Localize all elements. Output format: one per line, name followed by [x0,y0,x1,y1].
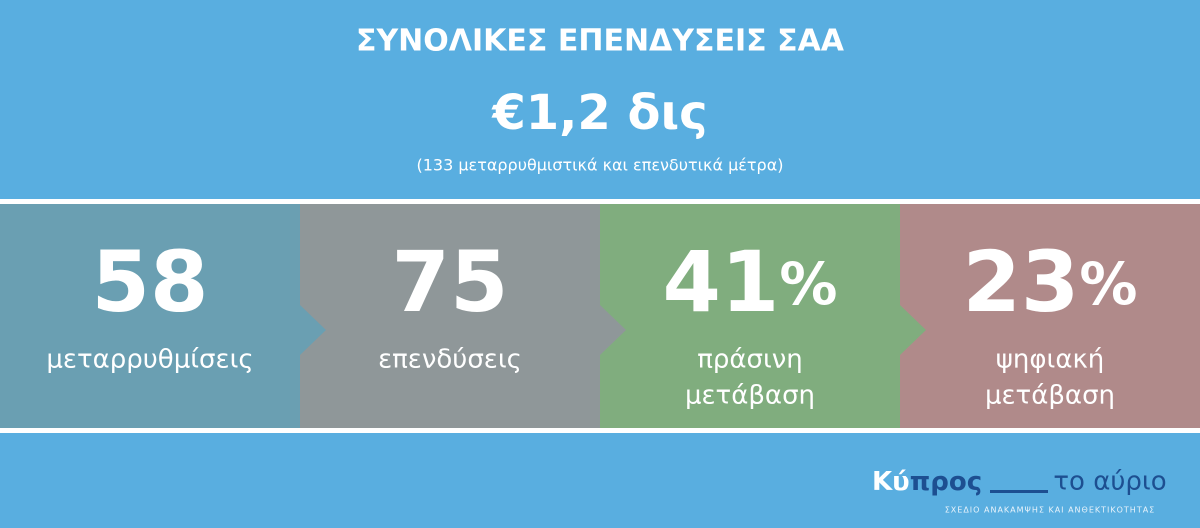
panel-value: 58 [92,233,209,331]
logo-line [990,490,1048,493]
panel [0,204,326,428]
divider [0,428,1200,433]
panel-value: 23% [962,233,1137,331]
divider [0,199,1200,204]
value-number: 58 [92,233,209,331]
logo-part: Κύ [872,467,910,497]
panel [300,204,626,428]
value-unit: % [1079,250,1137,318]
panel [600,204,926,428]
logo-part: το αύριο [1053,467,1166,497]
value-unit: % [779,250,837,318]
panel-label: μεταρρυθμίσεις [46,345,253,375]
subtitle: (133 μεταρρυθμιστικά και επενδυτικά μέτρ… [417,156,784,175]
panel-label: ψηφιακή [996,345,1105,375]
amount: €1,2 δις [491,85,707,141]
panel-label: πράσινη [697,345,803,375]
logo-tagline: ΣΧΕΔΙΟ ΑΝΑΚΑΜΨΗΣ ΚΑΙ ΑΝΘΕΚΤΙΚΟΤΗΤΑΣ [945,506,1156,515]
panels: 58 μεταρρυθμίσεις 75 επενδύσεις 41% πράσινη με… [0,204,1200,428]
panel-label: μετάβαση [685,381,815,411]
value-number: 75 [392,233,509,331]
value-number: 41 [662,233,779,331]
value-number: 23 [962,233,1079,331]
panel [900,204,1200,428]
panel-label: μετάβαση [985,381,1115,411]
panel-label: επενδύσεις [378,345,522,375]
logo-part: Κύπρος [872,467,982,497]
panel-value: 41% [662,233,837,331]
logo: Κύπρος το αύριο ΣΧΕΔΙΟ ΑΝΑΚΑΜΨΗΣ ΚΑΙ ΑΝΘ… [872,467,1167,515]
title: ΣΥΝΟΛΙΚΕΣ ΕΠΕΝΔΥΣΕΙΣ ΣΑΑ [356,24,845,59]
panel-value: 75 [392,233,509,331]
logo-part: προς [910,467,982,497]
